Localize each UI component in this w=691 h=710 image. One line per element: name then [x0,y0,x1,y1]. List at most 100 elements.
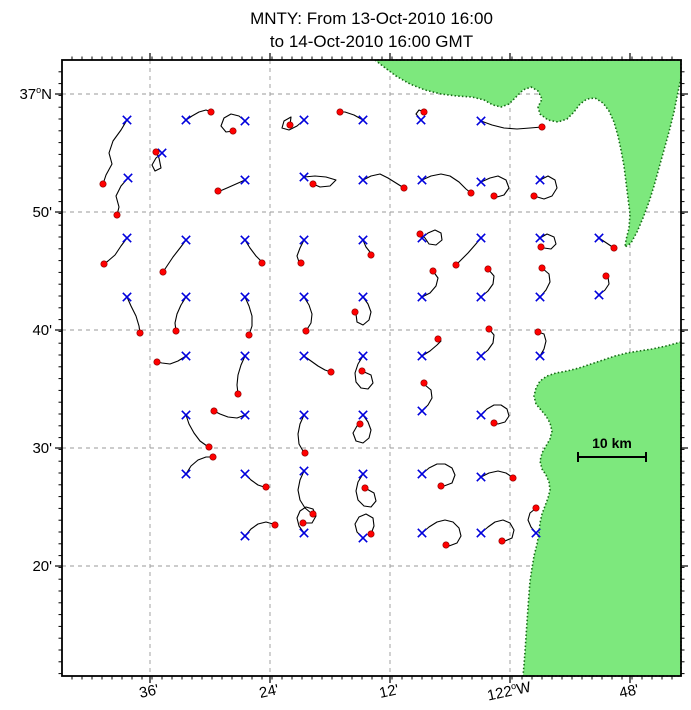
trajectory-path [281,116,305,131]
end-marker-dot [490,419,498,427]
end-marker-dot [301,449,309,457]
start-marker-x [535,175,545,185]
start-marker-x [299,292,309,302]
y-axis-tick-label: 50' [32,204,52,221]
start-marker-x [476,292,486,302]
start-marker-x [181,235,191,245]
trajectory-path [480,404,510,425]
x-axis-tick-label: 122oW [485,678,533,705]
trajectory-path [244,296,253,336]
y-axis-tick-label: 37oN [19,85,52,103]
end-marker-dot [207,108,215,116]
plot-title-line1: MNTY: From 13-Oct-2010 16:00 [250,9,493,28]
x-axis-tick-label: 12' [378,681,401,702]
trajectory-path [185,109,212,121]
end-marker-dot [209,453,217,461]
trajectory-path [421,382,433,412]
start-marker-x [594,290,604,300]
end-marker-dot [153,358,161,366]
end-marker-dot [172,327,180,335]
plot-title-line2: to 14-Oct-2010 16:00 GMT [269,32,474,51]
trajectory-path [151,151,163,172]
end-marker-dot [361,484,369,492]
end-marker-dot [416,230,424,238]
start-marker-x [240,531,250,541]
x-axis-tick-label: 24' [258,681,281,702]
end-marker-dot [434,335,442,343]
end-marker-dot [205,443,213,451]
end-marker-dot [299,519,307,527]
end-marker-dot [532,504,540,512]
start-marker-x [299,466,309,476]
start-marker-x [299,172,309,182]
trajectory-path [421,519,462,547]
trajectory-path [244,521,276,537]
start-marker-x [476,410,486,420]
end-marker-dot [467,189,475,197]
start-marker-x [240,116,250,126]
trajectory-path [537,331,547,357]
end-marker-dot [286,121,294,129]
start-marker-x [181,469,191,479]
trajectory-path [480,328,495,357]
trajectory-path [362,173,405,189]
start-marker-x [240,410,250,420]
start-marker-x [358,533,368,543]
trajectory-path [296,506,317,534]
trajectory-path [480,120,543,130]
end-marker-dot [367,530,375,538]
trajectory-path [102,119,128,185]
land-polygon [522,341,682,677]
trajectory-path [421,270,439,298]
trajectory-path [236,355,246,395]
start-marker-x [299,115,309,125]
end-marker-dot [262,483,270,491]
trajectory-path [455,237,482,266]
start-marker-x [416,115,426,125]
end-marker-dot [358,367,366,375]
x-axis-tick-label: 36' [138,681,161,702]
end-marker-dot [245,331,253,339]
start-marker-x [240,235,250,245]
start-marker-x [417,528,427,538]
start-marker-x [535,292,545,302]
start-marker-x [240,175,250,185]
end-marker-dot [152,148,160,156]
end-marker-dot [258,259,266,267]
trajectory-path [185,456,214,475]
trajectory-path [185,414,210,448]
y-axis-tick-label: 40' [32,322,52,339]
plot-title: MNTY: From 13-Oct-2010 16:00 to 14-Oct-2… [62,7,681,53]
end-marker-dot [610,244,618,252]
end-marker-dot [136,329,144,337]
start-marker-x [181,410,191,420]
end-marker-dot [229,127,237,135]
start-marker-x [299,410,309,420]
start-marker-x [535,351,545,361]
trajectory-path [303,355,332,373]
end-marker-dot [327,368,335,376]
end-marker-dot [214,187,222,195]
end-marker-dot [537,243,545,251]
start-marker-x [417,175,427,185]
end-marker-dot [442,541,450,549]
start-marker-x [417,351,427,361]
trajectory-path [539,267,551,298]
trajectory-path [303,175,337,188]
end-marker-dot [367,251,375,259]
trajectory-path [126,296,141,334]
trajectory-path [480,268,495,298]
start-marker-x [358,351,368,361]
start-marker-x [157,148,167,158]
trajectory-path [352,414,372,444]
end-marker-dot [538,264,546,272]
trajectory-path [480,470,514,479]
start-marker-x [299,351,309,361]
land-polygon [374,59,682,248]
start-marker-x [476,528,486,538]
start-marker-x [535,233,545,243]
trajectory-path [421,463,456,487]
start-marker-x [476,116,486,126]
start-marker-x [476,233,486,243]
